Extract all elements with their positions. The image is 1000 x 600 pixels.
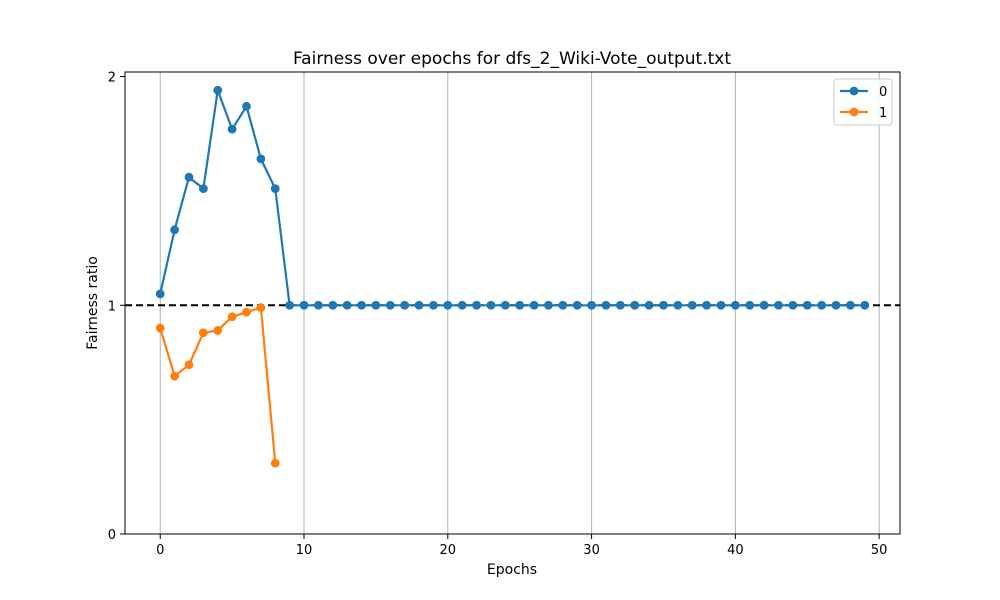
series-1 [155,303,280,468]
data-point [285,300,295,310]
data-point [687,300,697,310]
legend: 01 [833,78,893,126]
y-tick-label: 1 [108,299,116,314]
data-point [256,303,266,312]
data-point [601,300,611,310]
data-point [299,300,309,310]
data-point [429,300,438,310]
data-point [630,300,640,310]
data-point [170,371,180,381]
data-point [529,300,539,310]
data-point [170,225,180,235]
legend-marker [849,86,859,96]
series-layer [155,85,870,468]
data-point [572,300,582,310]
data-point [716,300,726,310]
legend-label: 0 [879,85,887,100]
data-point [860,300,870,310]
x-tick-label: 50 [871,543,888,558]
data-point [328,300,338,310]
data-point [659,300,668,310]
x-tick-label: 30 [583,543,600,558]
x-tick-label: 20 [440,543,457,558]
data-point [845,300,855,310]
data-point [558,300,568,310]
x-axis: 0 10 20 30 40 50 [156,534,887,558]
data-point [472,300,481,310]
data-point [500,300,510,310]
series-0 [155,85,870,310]
data-point [242,307,251,317]
data-point [730,300,740,310]
data-point [227,124,237,134]
x-tick-label: 10 [296,543,313,558]
data-point [184,360,194,370]
y-axis-title: Fairness ratio [85,256,101,350]
plot-frame [124,71,901,535]
data-point [155,289,165,299]
data-point [198,184,208,194]
data-point [213,85,223,95]
data-point [673,300,683,310]
data-point [457,300,467,310]
data-point [644,300,654,310]
data-point [443,300,453,310]
y-tick-label: 0 [108,528,116,543]
data-point [385,300,395,310]
data-point [615,300,625,310]
data-point [155,323,165,333]
data-point [371,300,381,310]
x-tick-label: 0 [156,543,164,558]
data-point [414,300,424,310]
data-point [587,300,596,310]
data-point [400,300,410,310]
data-point [227,312,237,322]
data-point [817,300,827,310]
data-point [198,328,208,338]
data-point [256,154,266,164]
data-point [515,300,525,310]
data-point [745,300,755,310]
y-tick-label: 2 [108,71,116,86]
data-point [544,300,553,310]
chart-title: Fairness over epochs for dfs_2_Wiki-Vote… [293,49,731,69]
data-point [802,300,812,310]
data-point [831,300,841,310]
data-point [184,172,194,182]
legend-marker [849,107,859,117]
data-point [270,458,280,468]
data-point [242,101,251,111]
legend-label: 1 [879,106,887,121]
data-point [313,300,323,310]
data-point [774,300,783,310]
data-point [357,300,366,310]
data-point [270,184,280,194]
data-point [486,300,496,310]
data-point [788,300,798,310]
legend-item-0: 0 [840,85,887,100]
data-point [702,300,712,310]
legend-item-1: 1 [840,106,887,121]
x-tick-label: 40 [727,543,744,558]
data-point [213,326,223,335]
x-axis-title: Epochs [487,562,537,578]
data-point [342,300,352,310]
y-axis: 0 1 2 [108,71,125,543]
data-point [759,300,769,310]
